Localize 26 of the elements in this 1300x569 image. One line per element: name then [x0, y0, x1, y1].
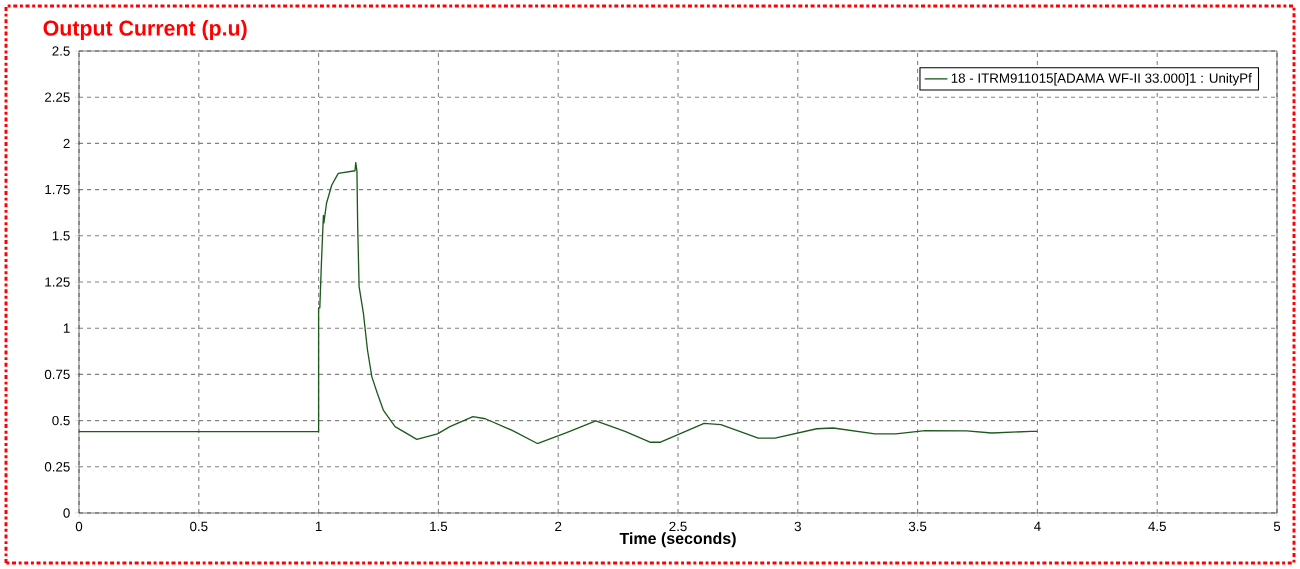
x-tick-label: 4.5: [1148, 521, 1166, 532]
y-tick-label: 0: [63, 508, 70, 518]
x-tick-label: 0.5: [190, 521, 208, 532]
y-tick-label: 0.75: [44, 369, 70, 380]
x-tick-label: 2: [555, 521, 562, 532]
y-tick-label: 2.25: [45, 92, 70, 102]
y-tick-label: 1: [63, 323, 70, 333]
x-axis-title: Time (seconds): [619, 532, 736, 548]
y-tick-label: 1.5: [52, 231, 70, 241]
y-tick-label: 2: [63, 138, 70, 149]
y-tick-label: 0.25: [44, 462, 70, 472]
x-tick-label: 3: [794, 521, 801, 532]
line-series: [79, 161, 1039, 445]
y-tick-label: 2.5: [52, 46, 70, 56]
legend-label: 18 - ITRM911015[ADAMA WF-II 33.000]1 : UnityPf: [951, 73, 1252, 86]
x-tick-label: 1.5: [430, 521, 448, 532]
x-tick-label: 5: [1273, 521, 1281, 532]
chart-title: Output Current (p.u): [43, 20, 247, 40]
x-tick-label: 2.5: [669, 521, 687, 532]
x-tick-label: 4: [1034, 521, 1041, 531]
x-tick-label: 0: [75, 521, 83, 532]
x-tick-label: 1: [315, 521, 322, 531]
y-tick-label: 1.75: [45, 184, 70, 195]
x-tick-label: 3.5: [908, 521, 927, 532]
y-tick-label: 1.25: [45, 277, 70, 287]
y-tick-label: 0.5: [52, 415, 70, 426]
